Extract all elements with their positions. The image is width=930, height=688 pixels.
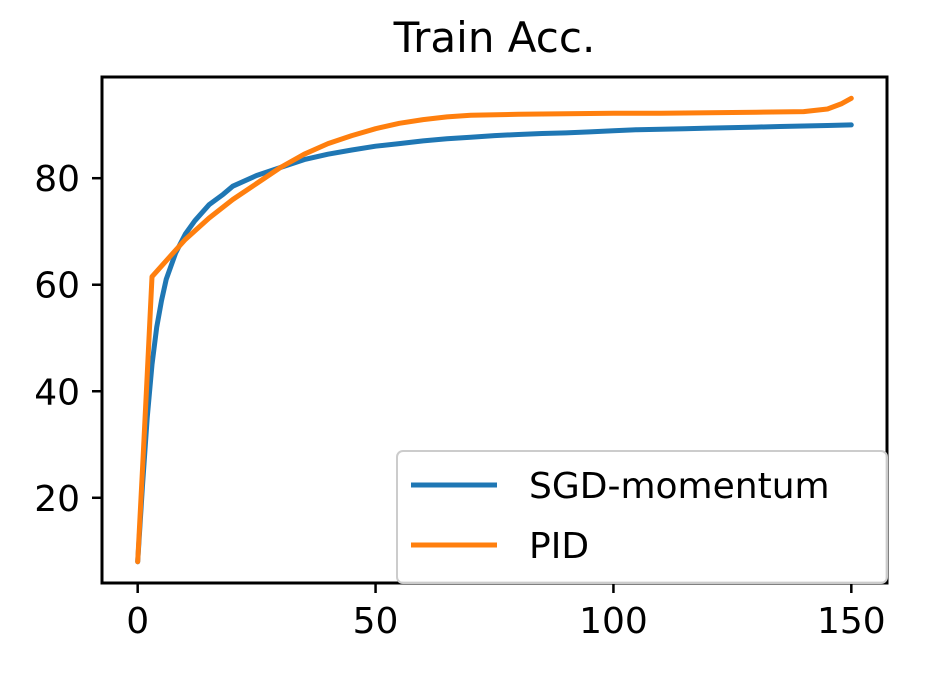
legend: SGD-momentum PID xyxy=(396,450,888,584)
y-tick-label: 60 xyxy=(34,266,80,307)
x-tick-label: 150 xyxy=(817,601,886,642)
y-tick-label: 20 xyxy=(34,479,80,520)
y-tick-label: 80 xyxy=(34,159,80,200)
series-line-1 xyxy=(135,95,854,565)
chart-title: Train Acc. xyxy=(393,13,596,62)
axes-ticks: 0 50 100 150 20 40 60 80 xyxy=(34,159,885,642)
x-tick-label: 100 xyxy=(579,601,648,642)
y-tick-label: 40 xyxy=(34,372,80,413)
legend-label-1: PID xyxy=(529,526,589,567)
series-line-0 xyxy=(135,122,854,565)
plot-area xyxy=(135,95,854,565)
legend-label-0: SGD-momentum xyxy=(529,466,830,507)
x-tick-label: 50 xyxy=(353,601,399,642)
legend-box xyxy=(396,450,888,584)
x-tick-label: 0 xyxy=(126,601,149,642)
